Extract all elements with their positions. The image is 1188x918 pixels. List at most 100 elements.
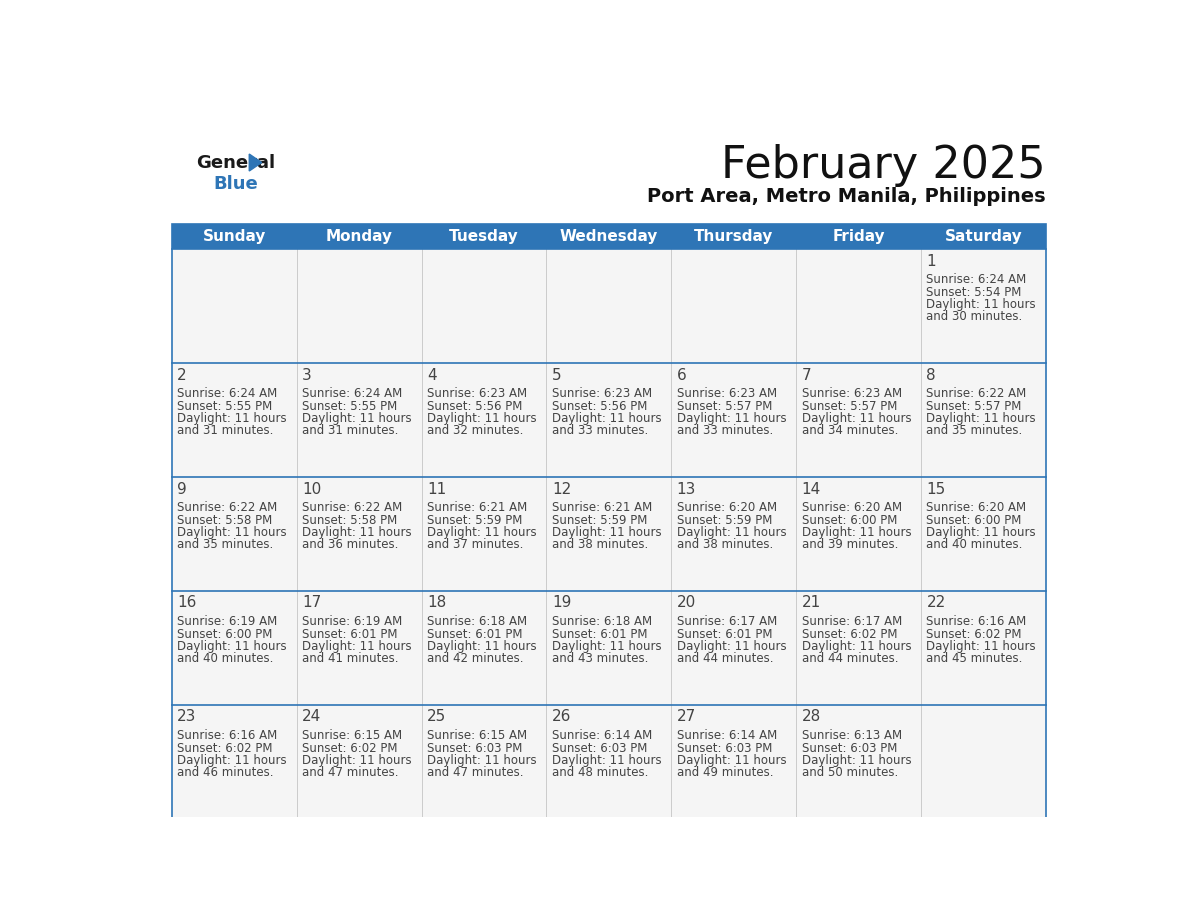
Text: Daylight: 11 hours: Daylight: 11 hours	[927, 298, 1036, 311]
Text: 23: 23	[177, 710, 196, 724]
Text: Sunrise: 6:17 AM: Sunrise: 6:17 AM	[677, 615, 777, 628]
Text: Daylight: 11 hours: Daylight: 11 hours	[177, 412, 286, 425]
Text: and 35 minutes.: and 35 minutes.	[927, 424, 1023, 437]
Text: Daylight: 11 hours: Daylight: 11 hours	[927, 412, 1036, 425]
Text: Monday: Monday	[326, 229, 392, 244]
Text: Sunday: Sunday	[202, 229, 266, 244]
Text: and 35 minutes.: and 35 minutes.	[177, 538, 273, 552]
Bar	[172, 249, 1045, 363]
Text: Sunset: 6:02 PM: Sunset: 6:02 PM	[927, 628, 1022, 641]
Text: Sunset: 5:57 PM: Sunset: 5:57 PM	[927, 399, 1022, 413]
Text: Daylight: 11 hours: Daylight: 11 hours	[677, 526, 786, 539]
Text: Sunset: 5:56 PM: Sunset: 5:56 PM	[552, 399, 647, 413]
Text: 25: 25	[426, 710, 447, 724]
Text: Daylight: 11 hours: Daylight: 11 hours	[927, 640, 1036, 653]
Text: Daylight: 11 hours: Daylight: 11 hours	[177, 754, 286, 767]
Text: Sunset: 6:00 PM: Sunset: 6:00 PM	[177, 628, 272, 641]
Text: 15: 15	[927, 482, 946, 497]
Text: Daylight: 11 hours: Daylight: 11 hours	[552, 412, 662, 425]
Text: Sunset: 6:02 PM: Sunset: 6:02 PM	[302, 742, 398, 755]
Text: 5: 5	[552, 367, 562, 383]
Text: Sunrise: 6:15 AM: Sunrise: 6:15 AM	[302, 729, 403, 743]
Text: Sunset: 5:55 PM: Sunset: 5:55 PM	[302, 399, 397, 413]
Text: and 47 minutes.: and 47 minutes.	[302, 767, 398, 779]
Text: Blue: Blue	[214, 175, 258, 193]
Text: and 32 minutes.: and 32 minutes.	[426, 424, 524, 437]
Text: 12: 12	[552, 482, 571, 497]
Text: Sunrise: 6:23 AM: Sunrise: 6:23 AM	[802, 387, 902, 400]
Text: 14: 14	[802, 482, 821, 497]
Text: Daylight: 11 hours: Daylight: 11 hours	[927, 526, 1036, 539]
Text: Sunset: 5:57 PM: Sunset: 5:57 PM	[802, 399, 897, 413]
Text: Sunset: 5:59 PM: Sunset: 5:59 PM	[426, 514, 523, 527]
Text: Sunset: 6:00 PM: Sunset: 6:00 PM	[927, 514, 1022, 527]
Text: Daylight: 11 hours: Daylight: 11 hours	[677, 754, 786, 767]
Bar	[172, 476, 1045, 590]
Text: and 42 minutes.: and 42 minutes.	[426, 653, 524, 666]
Text: 27: 27	[677, 710, 696, 724]
Text: 22: 22	[927, 596, 946, 610]
Text: February 2025: February 2025	[721, 144, 1045, 187]
Text: Sunset: 5:58 PM: Sunset: 5:58 PM	[177, 514, 272, 527]
Text: Sunrise: 6:22 AM: Sunrise: 6:22 AM	[302, 501, 403, 514]
Text: Sunset: 5:57 PM: Sunset: 5:57 PM	[677, 399, 772, 413]
Text: Daylight: 11 hours: Daylight: 11 hours	[426, 754, 537, 767]
Text: Daylight: 11 hours: Daylight: 11 hours	[552, 640, 662, 653]
Text: Daylight: 11 hours: Daylight: 11 hours	[426, 412, 537, 425]
Text: Sunset: 5:54 PM: Sunset: 5:54 PM	[927, 285, 1022, 298]
Text: and 34 minutes.: and 34 minutes.	[802, 424, 898, 437]
Bar	[172, 363, 1045, 476]
Text: Daylight: 11 hours: Daylight: 11 hours	[552, 754, 662, 767]
Text: Daylight: 11 hours: Daylight: 11 hours	[802, 412, 911, 425]
Text: Daylight: 11 hours: Daylight: 11 hours	[177, 640, 286, 653]
Text: 19: 19	[552, 596, 571, 610]
Text: 10: 10	[302, 482, 321, 497]
Text: Daylight: 11 hours: Daylight: 11 hours	[177, 526, 286, 539]
Text: Sunset: 5:59 PM: Sunset: 5:59 PM	[552, 514, 647, 527]
Text: Daylight: 11 hours: Daylight: 11 hours	[302, 640, 412, 653]
Text: and 44 minutes.: and 44 minutes.	[677, 653, 773, 666]
Text: 28: 28	[802, 710, 821, 724]
Text: Sunset: 6:01 PM: Sunset: 6:01 PM	[552, 628, 647, 641]
Text: Daylight: 11 hours: Daylight: 11 hours	[677, 640, 786, 653]
Text: General: General	[196, 153, 276, 172]
Text: 11: 11	[426, 482, 447, 497]
Text: and 48 minutes.: and 48 minutes.	[552, 767, 649, 779]
Text: Friday: Friday	[833, 229, 885, 244]
Text: 13: 13	[677, 482, 696, 497]
Text: Wednesday: Wednesday	[560, 229, 658, 244]
Text: Sunset: 6:03 PM: Sunset: 6:03 PM	[552, 742, 647, 755]
Text: Sunrise: 6:19 AM: Sunrise: 6:19 AM	[177, 615, 278, 628]
Bar	[172, 705, 1045, 819]
Text: 20: 20	[677, 596, 696, 610]
Text: Sunrise: 6:22 AM: Sunrise: 6:22 AM	[177, 501, 278, 514]
Text: Sunrise: 6:18 AM: Sunrise: 6:18 AM	[552, 615, 652, 628]
Text: Sunset: 6:01 PM: Sunset: 6:01 PM	[302, 628, 398, 641]
Text: and 49 minutes.: and 49 minutes.	[677, 767, 773, 779]
Polygon shape	[249, 154, 261, 171]
Text: Daylight: 11 hours: Daylight: 11 hours	[302, 412, 412, 425]
Text: Sunrise: 6:19 AM: Sunrise: 6:19 AM	[302, 615, 403, 628]
Text: 2: 2	[177, 367, 187, 383]
Text: and 46 minutes.: and 46 minutes.	[177, 767, 273, 779]
Text: Sunset: 6:02 PM: Sunset: 6:02 PM	[802, 628, 897, 641]
Text: Sunrise: 6:22 AM: Sunrise: 6:22 AM	[927, 387, 1026, 400]
Text: Sunrise: 6:24 AM: Sunrise: 6:24 AM	[302, 387, 403, 400]
Text: 17: 17	[302, 596, 321, 610]
Text: and 37 minutes.: and 37 minutes.	[426, 538, 524, 552]
Bar	[172, 224, 1045, 249]
Text: and 33 minutes.: and 33 minutes.	[677, 424, 773, 437]
Text: Sunset: 5:56 PM: Sunset: 5:56 PM	[426, 399, 523, 413]
Text: Sunset: 5:55 PM: Sunset: 5:55 PM	[177, 399, 272, 413]
Text: 21: 21	[802, 596, 821, 610]
Bar	[172, 224, 1045, 819]
Text: Sunrise: 6:21 AM: Sunrise: 6:21 AM	[552, 501, 652, 514]
Text: 6: 6	[677, 367, 687, 383]
Text: Sunrise: 6:16 AM: Sunrise: 6:16 AM	[177, 729, 278, 743]
Bar	[172, 590, 1045, 705]
Text: and 40 minutes.: and 40 minutes.	[177, 653, 273, 666]
Text: Sunrise: 6:20 AM: Sunrise: 6:20 AM	[802, 501, 902, 514]
Text: and 41 minutes.: and 41 minutes.	[302, 653, 398, 666]
Text: 4: 4	[426, 367, 436, 383]
Text: Sunrise: 6:23 AM: Sunrise: 6:23 AM	[426, 387, 527, 400]
